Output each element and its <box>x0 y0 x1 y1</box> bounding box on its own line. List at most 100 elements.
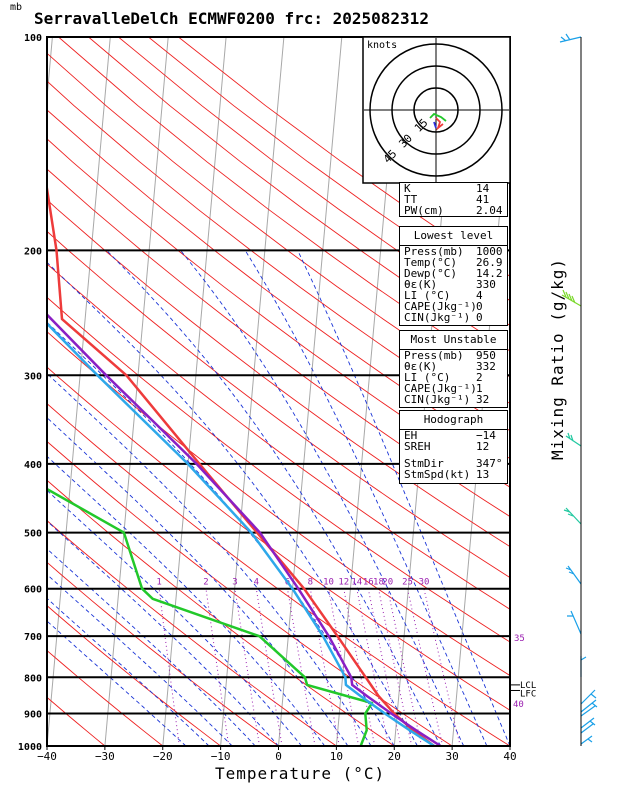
wind-barb-icon <box>580 735 593 745</box>
pressure-tick-label: 600 <box>24 585 42 596</box>
wind-barb-icon <box>561 289 582 307</box>
temperature-tick-label: −20 <box>153 750 173 763</box>
hodograph-trace-high <box>433 121 437 129</box>
mixing-ratio-line <box>328 588 360 746</box>
temperature-tick-label: 10 <box>330 750 343 763</box>
mu-value: 332 <box>476 360 496 373</box>
temperature-tick-label: 40 <box>503 750 516 763</box>
mixing-ratio-line <box>234 588 260 746</box>
moist-adiabat-line <box>47 548 256 746</box>
temperature-tick-label: −40 <box>37 750 57 763</box>
index-value: 14 <box>476 182 490 195</box>
index-value: 41 <box>476 193 490 206</box>
mixing-ratio-line <box>423 588 461 746</box>
mixing-ratio-tick-label: 8 <box>308 578 313 588</box>
mixing-ratio-label: Mixing Ratio (g/kg) <box>548 257 567 460</box>
pressure-unit: mb <box>10 2 23 13</box>
dry-adiabat-line <box>47 199 510 548</box>
mixing-ratio-tick-label: 30 <box>419 578 430 588</box>
mu-value: 2 <box>476 371 483 384</box>
ll-key: Dewp(°C) <box>404 267 457 280</box>
mixing-ratio-tick-label: 35 <box>514 634 525 644</box>
most-unstable-header: Most Unstable <box>410 333 497 346</box>
mu-key: CIN(Jkg⁻¹) <box>404 393 471 406</box>
index-key: TT <box>404 193 418 206</box>
hodo-key: StmSpd(kt) <box>404 468 471 481</box>
wind-barb-icon <box>580 699 598 717</box>
pressure-tick-label: 1000 <box>18 742 42 753</box>
ll-key: LI (°C) <box>404 289 451 302</box>
temperature-tick-label: 0 <box>275 750 282 763</box>
ll-value: 26.9 <box>476 256 503 269</box>
mixing-ratio-tick-label: 4 <box>254 578 259 588</box>
pressure-tick-label: 500 <box>24 529 42 540</box>
dry-adiabat-line <box>47 80 510 432</box>
moist-adiabat-line <box>180 250 465 746</box>
pressure-tick-label: 400 <box>24 460 42 471</box>
virtual-temperature-line <box>47 312 442 746</box>
hodograph-table: Hodograph EH −14 SREH 12 StmDir 347° StmSpd… <box>399 410 508 484</box>
dry-adiabat-line <box>47 263 510 610</box>
mu-key: θε(K) <box>404 360 438 373</box>
ll-key: CAPE(Jkg⁻¹) <box>404 300 477 313</box>
mixing-ratio-line <box>255 588 283 746</box>
ll-key: θε(K) <box>404 278 438 291</box>
mixing-ratio-tick-label: 25 <box>402 578 413 588</box>
dry-adiabat-line <box>47 649 164 746</box>
wind-barb-icon <box>580 689 597 705</box>
mixing-ratio-tick-label: 18 <box>373 578 384 588</box>
hodograph-trace-low <box>435 117 444 131</box>
isotherm-line <box>278 37 343 746</box>
hodograph-unit-label: knots <box>367 40 397 51</box>
index-row-tt: TT 41 <box>400 194 507 205</box>
mixing-ratio-tick-label: 12 <box>338 578 349 588</box>
ll-value: 0 <box>476 311 483 324</box>
index-key: K <box>404 182 411 195</box>
moist-adiabat-line <box>47 417 349 746</box>
dewpoint-profile-line <box>47 487 374 746</box>
hodo-key: SREH <box>404 440 431 453</box>
ll-key: Temp(°C) <box>404 256 457 269</box>
dry-adiabat-line <box>47 230 510 579</box>
wind-barb-icon <box>567 610 582 635</box>
indices-table: K 14 TT 41 PW(cm) 2.04 <box>399 182 508 217</box>
wind-barb-icon <box>580 717 596 734</box>
moist-adiabat-line <box>47 597 210 746</box>
mu-value: 950 <box>476 349 496 362</box>
dry-adiabat-line <box>47 296 510 643</box>
mixing-ratio-tick-label: 40 <box>513 700 524 710</box>
moist-adiabat-line <box>47 489 303 746</box>
chart-title: SerravalleDelCh ECMWF0200 frc: 202508231… <box>34 9 429 28</box>
dry-adiabat-line <box>47 109 510 460</box>
dry-adiabat-line <box>47 331 510 677</box>
wind-barb-icon <box>565 432 582 447</box>
lowest-level-header: Lowest level <box>413 229 494 242</box>
dry-adiabat-line <box>47 520 337 746</box>
moist-adiabat-line <box>244 250 488 746</box>
moist-adiabat-line <box>47 573 233 746</box>
parcel-profile-line <box>47 321 435 746</box>
moist-adiabat-line <box>47 520 279 746</box>
mixing-ratio-line <box>205 588 230 746</box>
index-row-k: K 14 <box>400 183 507 194</box>
mu-key: Press(mb) <box>404 349 464 362</box>
ll-key: CIN(Jkg⁻¹) <box>404 311 471 324</box>
mixing-ratio-tick-label: 20 <box>382 578 393 588</box>
dry-adiabat-line <box>47 52 510 405</box>
mixing-ratio-tick-label: 14 <box>351 578 362 588</box>
lfc-label: LFC <box>520 689 536 699</box>
pressure-tick-label: 900 <box>24 710 42 721</box>
isotherm-line <box>162 37 227 746</box>
mixing-ratio-tick-label: 16 <box>363 578 374 588</box>
ll-value: 330 <box>476 278 496 291</box>
dry-adiabat-line <box>47 138 510 488</box>
temperature-tick-label: 20 <box>388 750 401 763</box>
mixing-ratio-tick-label: 2 <box>203 578 208 588</box>
wind-barb-icon <box>559 33 582 43</box>
dry-adiabat-line <box>47 561 279 746</box>
hodo-key: EH <box>404 429 418 442</box>
x-axis-label: Temperature (°C) <box>215 764 386 783</box>
hodograph-trace-mid <box>429 112 447 122</box>
